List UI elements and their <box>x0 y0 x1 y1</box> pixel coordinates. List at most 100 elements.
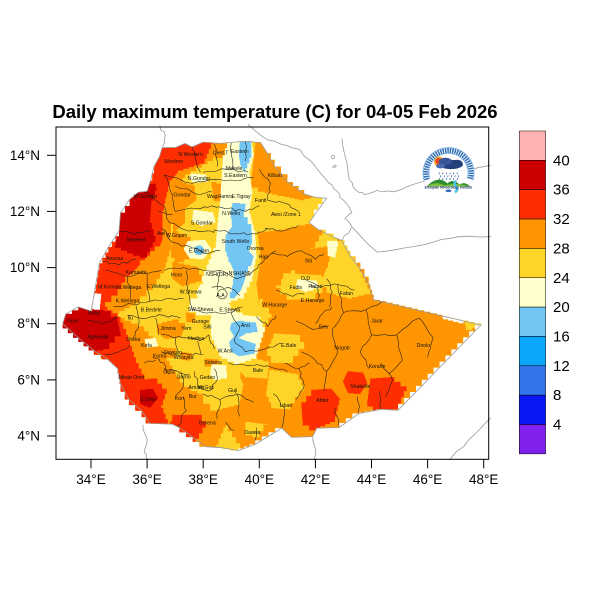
svg-text:W.Gondar: W.Gondar <box>134 194 158 200</box>
svg-text:W.Shewa: W.Shewa <box>180 289 202 295</box>
svg-text:A.A: A.A <box>216 293 225 299</box>
svg-text:Fafan: Fafan <box>340 291 353 297</box>
svg-text:Cent.T: Cent.T <box>213 151 229 157</box>
svg-text:Jarar: Jarar <box>371 318 383 324</box>
svg-text:Bur: Bur <box>189 394 197 400</box>
svg-text:Awi: Awi <box>157 231 165 237</box>
svg-text:Bale: Bale <box>253 368 263 374</box>
svg-text:Itang: Itang <box>88 311 100 317</box>
svg-text:40: 40 <box>553 152 570 169</box>
svg-text:46°E: 46°E <box>413 472 442 487</box>
svg-text:Afder: Afder <box>316 398 329 404</box>
svg-text:Sheka: Sheka <box>126 337 141 343</box>
svg-text:42°E: 42°E <box>301 472 330 487</box>
svg-text:Gondar: Gondar <box>174 193 192 199</box>
svg-text:Gedeo: Gedeo <box>200 375 216 381</box>
svg-text:Fadis: Fadis <box>289 285 302 291</box>
svg-text:K.Wellega: K.Wellega <box>116 299 140 305</box>
svg-text:44°E: 44°E <box>357 472 386 487</box>
svg-text:Dawuro: Dawuro <box>164 350 182 356</box>
svg-text:Agnewak: Agnewak <box>87 334 109 340</box>
svg-text:Yem: Yem <box>181 326 191 332</box>
svg-text:Eastern: Eastern <box>231 149 249 155</box>
svg-text:24: 24 <box>553 270 570 287</box>
svg-text:12°N: 12°N <box>10 204 40 219</box>
svg-text:Hari: Hari <box>259 254 269 260</box>
svg-text:N.Wello: N.Wello <box>222 211 240 217</box>
svg-text:E.Tigray: E.Tigray <box>232 194 252 200</box>
svg-text:NSH(AM): NSH(AM) <box>229 271 251 277</box>
svg-text:40°E: 40°E <box>245 472 274 487</box>
svg-text:Western: Western <box>164 159 183 165</box>
svg-text:Guji: Guji <box>228 388 237 394</box>
svg-text:8: 8 <box>553 387 561 404</box>
svg-text:Amaro: Amaro <box>189 385 204 391</box>
svg-text:Liban: Liban <box>280 403 293 409</box>
svg-text:Konta: Konta <box>153 353 167 359</box>
svg-text:Metekel: Metekel <box>127 238 145 244</box>
svg-text:Kamashi: Kamashi <box>126 270 146 276</box>
svg-text:W.Gojam: W.Gojam <box>166 233 187 239</box>
svg-text:Harari: Harari <box>308 284 322 290</box>
svg-text:Doolo: Doolo <box>417 343 431 349</box>
svg-text:M.Komo: M.Komo <box>98 284 117 290</box>
svg-text:Awsi /Zone 1: Awsi /Zone 1 <box>271 212 301 218</box>
svg-text:Siti: Siti <box>305 259 312 265</box>
svg-text:Kilbati: Kilbati <box>268 173 282 179</box>
svg-text:E.Wellega: E.Wellega <box>147 284 171 290</box>
svg-text:E.Gojam: E.Gojam <box>189 249 209 255</box>
svg-text:Arsi: Arsi <box>241 323 250 329</box>
svg-text:12: 12 <box>553 358 570 375</box>
svg-text:Assosa: Assosa <box>106 256 123 262</box>
svg-text:Nogob: Nogob <box>334 346 349 352</box>
svg-text:Mirab Omo: Mirab Omo <box>119 375 145 381</box>
svg-text:48°E: 48°E <box>469 472 498 487</box>
svg-text:E.Shewa: E.Shewa <box>219 308 240 314</box>
svg-text:Jimma: Jimma <box>160 326 175 332</box>
svg-text:Nuer: Nuer <box>67 318 79 324</box>
svg-text:36°E: 36°E <box>132 472 161 487</box>
svg-text:Gamo: Gamo <box>177 375 191 381</box>
svg-text:S.Omo: S.Omo <box>140 397 156 403</box>
svg-text:34°E: 34°E <box>76 472 105 487</box>
svg-text:NSH(OR): NSH(OR) <box>206 272 228 278</box>
svg-text:Borena: Borena <box>199 421 216 427</box>
svg-text:Gofa: Gofa <box>163 369 174 375</box>
svg-text:Mekele: Mekele <box>226 166 243 172</box>
svg-text:Daily maximum temperature (C): Daily maximum temperature (C) for 04-05 … <box>52 101 497 122</box>
svg-text:WagHamra: WagHamra <box>207 194 233 200</box>
svg-text:N.Western: N.Western <box>178 152 203 158</box>
svg-text:Hadiya: Hadiya <box>188 336 204 342</box>
svg-text:Horo: Horo <box>171 273 182 279</box>
svg-text:Sidama: Sidama <box>204 360 222 366</box>
svg-text:Fanti: Fanti <box>255 198 267 204</box>
svg-text:W.Hararge: W.Hararge <box>262 303 287 309</box>
svg-text:W.Wellega: W.Wellega <box>117 285 142 291</box>
svg-text:14°N: 14°N <box>10 148 40 163</box>
svg-text:Korahe: Korahe <box>369 364 386 370</box>
svg-text:16: 16 <box>553 329 570 346</box>
svg-text:Kon: Kon <box>175 396 184 402</box>
svg-text:W.Guji: W.Guji <box>198 385 213 391</box>
svg-text:S.Eastern: S.Eastern <box>224 173 247 179</box>
svg-text:South Wello: South Wello <box>222 239 250 245</box>
svg-text:Kefa: Kefa <box>141 343 152 349</box>
svg-text:N.Gondar: N.Gondar <box>188 176 211 182</box>
svg-text:B.Bedele: B.Bedele <box>141 308 162 314</box>
svg-text:Erer: Erer <box>319 325 329 331</box>
svg-text:32: 32 <box>553 211 570 228</box>
svg-text:Oromia: Oromia <box>247 246 264 252</box>
svg-text:4: 4 <box>553 417 561 434</box>
svg-text:Silti: Silti <box>203 325 211 331</box>
svg-text:36: 36 <box>553 182 570 199</box>
svg-text:Gurage: Gurage <box>192 319 209 325</box>
svg-text:10°N: 10°N <box>10 260 40 275</box>
svg-text:D.D: D.D <box>301 276 310 282</box>
svg-text:Ilu: Ilu <box>128 316 134 322</box>
svg-text:8°N: 8°N <box>17 316 40 331</box>
svg-text:E.Hararge: E.Hararge <box>301 298 325 304</box>
svg-text:W.Arsi: W.Arsi <box>218 348 233 354</box>
svg-text:S.Gondar: S.Gondar <box>191 221 213 227</box>
svg-text:Shabelle: Shabelle <box>350 384 370 390</box>
svg-text:28: 28 <box>553 240 570 257</box>
